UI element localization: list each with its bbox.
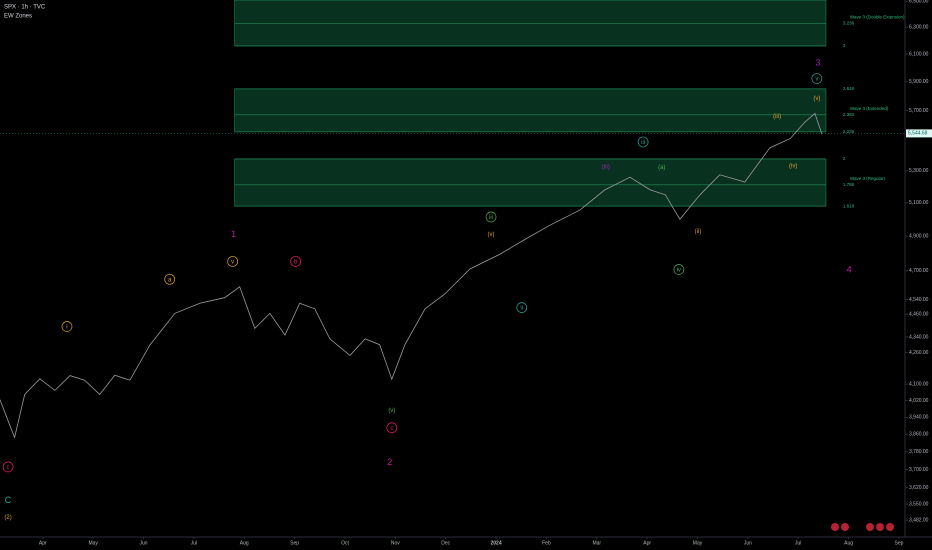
x-tick-label: Jun: [139, 540, 147, 546]
wave-label: (v): [813, 96, 820, 102]
wave-label: i: [66, 325, 67, 331]
y-tick-label: 6,100.00: [909, 51, 929, 57]
wave-label: (a): [658, 165, 665, 171]
x-tick-label: Oct: [341, 540, 349, 546]
fib-label: 2.236: [843, 129, 855, 134]
flags: [831, 523, 894, 531]
zone-label: Wave 3 (Double Extension): [850, 15, 905, 20]
y-tick-label: 6,500.00: [909, 0, 929, 5]
y-tick-label: 4,100.00: [909, 382, 929, 388]
x-tick-label: May: [693, 540, 703, 546]
wave-label: c: [7, 465, 10, 471]
y-tick-label: 5,300.00: [909, 168, 929, 174]
wave-circle: [227, 256, 239, 267]
x-tick-label: Apr: [643, 540, 651, 546]
zone: [234, 88, 827, 133]
fib-label: 3.236: [843, 21, 855, 26]
x-tick-label: Dec: [441, 540, 450, 546]
y-tick-label: 4,460.00: [909, 312, 929, 318]
zone: [234, 0, 827, 47]
x-tick-label: Jun: [744, 540, 752, 546]
price-line: [0, 112, 823, 439]
wave-circle: [637, 136, 649, 148]
wave-label: ii: [520, 306, 523, 312]
wave-circle: [164, 273, 176, 285]
x-tick-label: May: [88, 540, 98, 546]
wave-label: 3: [815, 58, 820, 68]
x-tick-label: Feb: [542, 540, 551, 546]
wave-label: (iii): [602, 164, 610, 170]
y-tick-label: 5,900.00: [909, 79, 929, 85]
wave-circle: [673, 264, 685, 275]
wave-circle: [2, 461, 14, 473]
wave-label: (2): [4, 515, 11, 521]
y-tick-label: 3,482.00: [909, 517, 929, 523]
x-tick-label: Aug: [844, 540, 853, 546]
x-tick-label: Jul: [191, 540, 197, 546]
wave-circle: [811, 73, 823, 84]
wave-label: b: [294, 260, 298, 266]
indicator: EW Zones: [4, 14, 32, 20]
y-tick-label: 4,540.00: [909, 297, 929, 303]
wave-label: (iv): [789, 164, 797, 170]
y-tick-label: 5,700.00: [909, 108, 929, 114]
fib-label: 2: [843, 156, 846, 161]
wave-label: C: [5, 495, 12, 505]
y-tick-label: 3,860.00: [909, 432, 929, 438]
wave-label: iii: [489, 215, 493, 221]
y-tick-label: 3,550.00: [909, 501, 929, 507]
y-tick-label: 5,100.00: [909, 200, 929, 206]
wave-label: 1: [231, 229, 236, 239]
y-tick-label: 4,340.00: [909, 334, 929, 340]
fib-label: 2.618: [843, 86, 855, 91]
last-price-label: 5,544.68: [908, 131, 928, 137]
wave-label: iv: [677, 268, 681, 274]
wave-label: (ii): [695, 229, 702, 235]
wave-label: a: [168, 277, 172, 283]
y-tick-label: 3,700.00: [909, 467, 929, 473]
y-tick-label: 3,940.00: [909, 415, 929, 421]
y-tick-label: 4,020.00: [909, 398, 929, 404]
y-tick-label: 6,300.00: [909, 25, 929, 31]
x-tick-label: Nov: [391, 540, 400, 546]
wave-label: 2: [387, 457, 392, 467]
x-tick-label: Mar: [592, 540, 601, 546]
wave-circle: [290, 256, 301, 267]
x-tick-label: Sep: [895, 540, 904, 546]
wave-label: c: [390, 426, 393, 432]
wave-circle: [61, 321, 73, 332]
wave-label: 4: [847, 264, 852, 274]
fib-label: 3: [843, 43, 846, 48]
wave-label: v: [815, 77, 818, 83]
wave-circle: [516, 302, 528, 313]
x-tick-label: Apr: [39, 540, 47, 546]
wave-label: (v): [388, 408, 395, 414]
x-tick-label: Aug: [240, 540, 249, 546]
wave-label: (iii): [773, 114, 781, 120]
wave-circle: [485, 211, 497, 223]
fib-label: 1.786: [843, 182, 855, 187]
zone: [234, 158, 827, 207]
x-tick-label: 2024: [491, 540, 502, 546]
wave-label: (v): [488, 232, 495, 238]
y-tick-label: 4,900.00: [909, 233, 929, 239]
zone-label: Wave 3 (Extended): [850, 106, 889, 111]
x-tick-label: Jul: [795, 540, 801, 546]
y-tick-label: 3,620.00: [909, 485, 929, 491]
wave-circle: [386, 422, 398, 434]
zone-label: Wave 3 (Regular): [850, 176, 886, 181]
y-tick-label: 3,780.00: [909, 449, 929, 455]
symbol: SPX · 1h · TVC: [4, 5, 46, 11]
y-tick-label: 4,700.00: [909, 268, 929, 274]
x-tick-label: Sep: [290, 540, 299, 546]
fib-label: 2.382: [843, 112, 855, 117]
y-tick-label: 4,260.00: [909, 350, 929, 356]
fib-label: 1.618: [843, 203, 855, 208]
last-price-box: [906, 129, 932, 138]
wave-label: iii: [641, 140, 645, 146]
wave-label: v: [231, 260, 234, 266]
